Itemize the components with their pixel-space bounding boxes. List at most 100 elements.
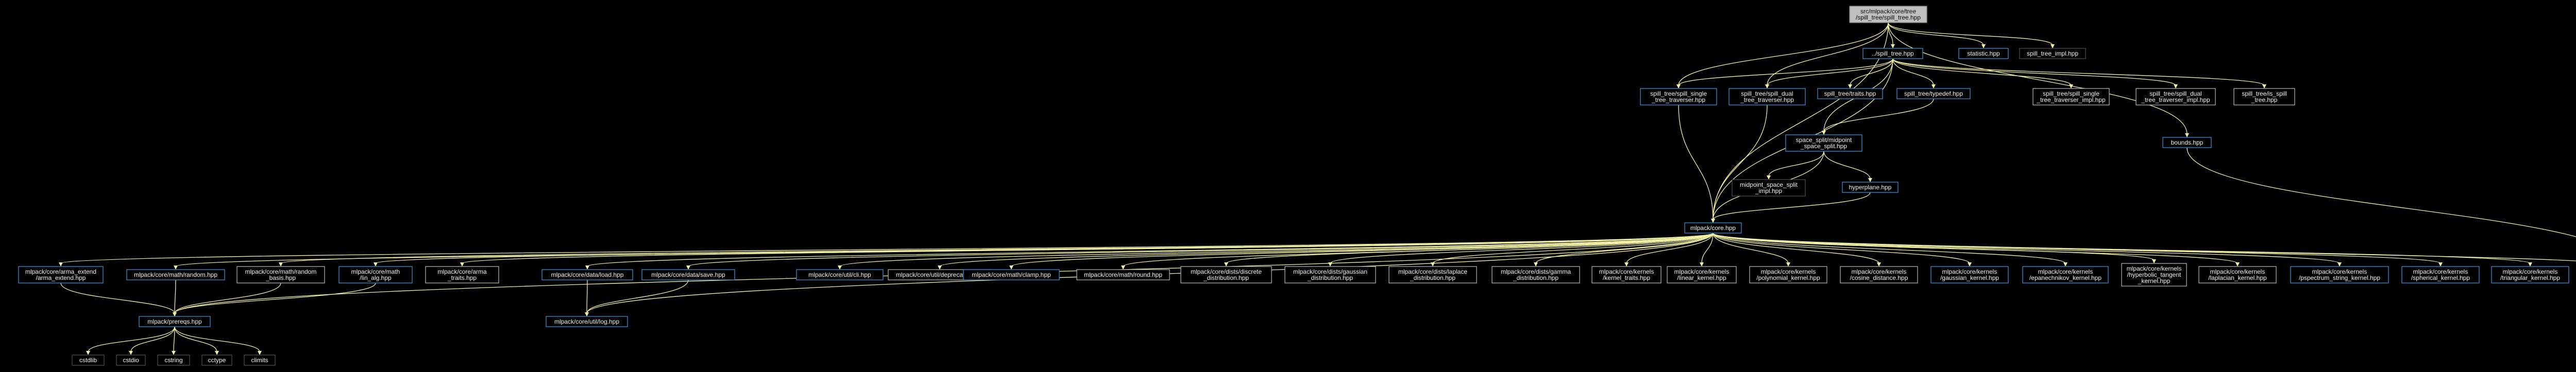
node-label-line: mlpack/core/math/random.hpp [134, 271, 217, 278]
node-c-dists-gaussian: mlpack/core/dists/gaussian_distribution.… [1284, 266, 1376, 284]
node-label-line: mlpack/core/math/clamp.hpp [972, 271, 1051, 278]
edge-arrowhead [938, 265, 942, 270]
edge-arrowhead [460, 262, 464, 267]
node-bounds[interactable]: bounds.hpp [2162, 137, 2212, 148]
node-label-line: spill_tree/spill_dual [2149, 90, 2201, 97]
node-box [244, 355, 276, 366]
dependency-edge [174, 326, 217, 352]
node-label-line: spill_tree/traits.hpp [1824, 90, 1876, 97]
node-label-line: cstdio [123, 357, 139, 364]
dependency-edge [2187, 147, 2576, 237]
node-label-line: mlpack/core/math [351, 268, 400, 275]
node-label-line: mlpack/core/kernels [2503, 268, 2558, 275]
node-c-k-triangular[interactable]: mlpack/core/kernels/triangular_kernel.hp… [2491, 266, 2569, 284]
node-box [425, 266, 499, 284]
node-c-math-lin-alg[interactable]: mlpack/core/math/lin_alg.hpp [338, 266, 413, 284]
node-box [1862, 48, 1923, 59]
node-label-line: mlpack/core/math/random [245, 268, 317, 275]
edge-arrowhead [173, 312, 177, 316]
node-label-line: /polynomial_kernel.hpp [1756, 274, 1820, 281]
node-c-k-gauss[interactable]: mlpack/core/kernels/gaussian_kernel.hpp [1930, 266, 2009, 284]
node-label-line: _tree.hpp [2251, 96, 2278, 103]
node-label-line: mlpack/core/dists/laplace [1398, 268, 1467, 275]
edge-arrowhead [258, 351, 262, 355]
dependency-edge [1713, 233, 1970, 264]
node-c-k-linear: mlpack/core/kernels/linear_kernel.hpp [1667, 266, 1737, 284]
node-label-line: cstring [164, 357, 182, 364]
edge-arrowhead [686, 265, 690, 270]
dependency-edge [1713, 233, 2238, 264]
node-c-data-load[interactable]: mlpack/core/data/load.hpp [541, 269, 633, 280]
node-c-math-round: mlpack/core/math/round.hpp [1076, 269, 1170, 280]
node-box [1076, 269, 1170, 280]
node-core[interactable]: mlpack/core.hpp [1684, 222, 1742, 234]
node-box [1842, 182, 1899, 193]
node-box [2401, 266, 2480, 284]
node-c-math-random[interactable]: mlpack/core/math/random.hpp [126, 269, 225, 280]
node-box [236, 266, 325, 284]
node-prereqs[interactable]: mlpack/prereqs.hpp [139, 316, 211, 327]
node-box [2019, 48, 2086, 59]
node-st-traits[interactable]: spill_tree/traits.hpp [1817, 88, 1883, 99]
dependency-edge [688, 233, 1714, 267]
edge-arrowhead [174, 265, 178, 270]
node-root[interactable]: src/mlpack/core/tree/spill_tree/spill_tr… [1849, 6, 1927, 23]
edge-arrowhead [1224, 262, 1228, 267]
dependency-edge [1713, 233, 2066, 264]
node-st-dual[interactable]: spill_tree/spill_dual_tree_traverser.hpp [1728, 88, 1806, 105]
node-box [2491, 266, 2569, 284]
edge-arrowhead [2337, 262, 2342, 267]
edge-arrowhead [1121, 265, 1125, 270]
node-statistic[interactable]: statistic.hpp [1958, 48, 2009, 59]
node-log[interactable]: mlpack/core/util/log.hpp [546, 316, 628, 327]
node-label-line: mlpack/core/arma [437, 268, 487, 275]
node-label-line: spill_tree/spill_dual [1741, 90, 1793, 97]
dependency-edge [1713, 233, 2340, 264]
edge-arrowhead [1981, 44, 1986, 48]
node-label-line: spill_tree/is_spill [2242, 90, 2286, 97]
node-box [2233, 88, 2295, 105]
node-st-traits2: spill_tree/is_spill_tree.hpp [2233, 88, 2295, 105]
node-label-line: midpoint_space_split [1740, 181, 1798, 188]
node-c-math-clamp[interactable]: mlpack/core/math/clamp.hpp [963, 269, 1060, 280]
node-c-k-spherical[interactable]: mlpack/core/kernels/spherical_kernel.hpp [2401, 266, 2480, 284]
node-c-arma-ext[interactable]: mlpack/core/arma_extend/arma_extend.hpp [18, 266, 104, 284]
edge-arrowhead [1786, 262, 1790, 267]
node-st-dual-impl: spill_tree/spill_dual_tree_traverser_imp… [2136, 88, 2216, 105]
edge-arrowhead [2069, 84, 2073, 88]
node-c-data-save[interactable]: mlpack/core/data/save.hpp [641, 269, 735, 280]
dependency-edge [1888, 22, 2053, 46]
dependency-edge [1713, 104, 1768, 220]
node-hyperplane[interactable]: hyperplane.hpp [1842, 182, 1899, 193]
node-space-split[interactable]: space_split/midpoint_space_split.hpp [1785, 134, 1862, 152]
node-spill-tree-hpp[interactable]: ../spill_tree.hpp [1862, 48, 1923, 59]
node-box [1817, 88, 1883, 99]
node-st-single[interactable]: spill_tree/spill_single_tree_traverser.h… [1640, 88, 1717, 105]
edge-arrowhead [2174, 84, 2178, 88]
node-c-k-epan[interactable]: mlpack/core/kernels/epanechnikov_kernel.… [2022, 266, 2109, 284]
node-st-typedef[interactable]: spill_tree/typedef.hpp [1896, 88, 1971, 99]
node-box [2022, 266, 2109, 284]
node-label-line: mlpack/core/util/cli.hpp [808, 271, 871, 278]
dependency-edge [1226, 233, 1714, 264]
node-box [126, 269, 225, 280]
edge-arrowhead [585, 265, 589, 270]
dependency-edge [174, 279, 176, 314]
node-label-line: /laplacian_kernel.hpp [2208, 274, 2267, 281]
dependency-edge [1713, 233, 1789, 264]
node-c-dists-gamma: mlpack/core/dists/gamma_distribution.hpp [1492, 266, 1580, 284]
node-climits: climits [244, 355, 276, 366]
edge-arrowhead [1877, 262, 1881, 267]
node-box [1284, 266, 1376, 284]
node-box [1667, 266, 1737, 284]
node-label-line: _traits.hpp [447, 274, 477, 281]
edge-arrowhead [1765, 84, 1769, 88]
node-box [641, 269, 735, 280]
node-label-line: spill_tree/spill_single [2043, 90, 2099, 97]
node-c-arma-traits: mlpack/core/arma_traits.hpp [425, 266, 499, 284]
node-box [1785, 134, 1862, 152]
dependency-edge [839, 233, 1714, 267]
node-c-k-pspec[interactable]: mlpack/core/kernels/pspectrum_string_ker… [2290, 266, 2389, 284]
node-c-util-cli[interactable]: mlpack/core/util/cli.hpp [796, 269, 884, 280]
node-label-line: /cosine_distance.hpp [1850, 274, 1908, 281]
